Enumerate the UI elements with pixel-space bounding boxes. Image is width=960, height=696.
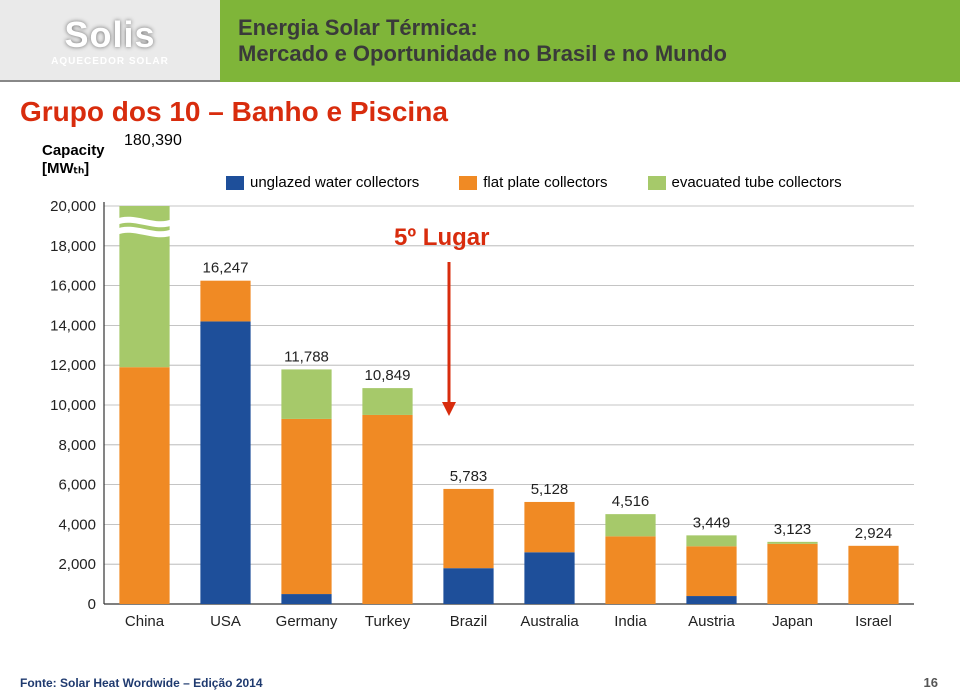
svg-text:10,849: 10,849	[365, 367, 411, 384]
chart-area: Capacity [MWₜₕ] 180,390 unglazed water c…	[44, 134, 934, 644]
svg-text:16,000: 16,000	[50, 278, 96, 295]
svg-text:5,128: 5,128	[531, 481, 569, 498]
svg-text:11,788: 11,788	[284, 348, 329, 365]
rank-annotation: 5º Lugar	[394, 224, 489, 252]
svg-text:4,516: 4,516	[612, 493, 650, 510]
svg-text:Brazil: Brazil	[450, 613, 488, 630]
svg-text:5,783: 5,783	[450, 468, 488, 485]
svg-text:0: 0	[88, 596, 96, 613]
svg-text:12,000: 12,000	[50, 357, 96, 374]
svg-text:Germany: Germany	[276, 613, 338, 630]
clipped-value-label: 180,390	[124, 132, 182, 150]
title-line-1: Energia Solar Térmica:	[238, 15, 942, 41]
svg-text:Japan: Japan	[772, 613, 813, 630]
svg-text:China: China	[125, 613, 165, 630]
svg-text:3,449: 3,449	[693, 514, 731, 531]
svg-text:Austria: Austria	[688, 613, 735, 630]
logo-box: Solis AQUECEDOR SOLAR	[0, 0, 220, 82]
svg-text:6,000: 6,000	[58, 477, 96, 494]
svg-text:8,000: 8,000	[58, 437, 96, 454]
svg-text:Turkey: Turkey	[365, 613, 411, 630]
page-number: 16	[924, 675, 938, 690]
header: Solis AQUECEDOR SOLAR Energia Solar Térm…	[0, 0, 960, 82]
logo-subtext: AQUECEDOR SOLAR	[51, 56, 169, 67]
title-box: Energia Solar Térmica: Mercado e Oportun…	[220, 0, 960, 82]
svg-text:USA: USA	[210, 613, 241, 630]
chart-svg: 0 2,000 4,000 6,000 8,000 10,000 12,000 14,000 1…	[44, 134, 934, 644]
svg-text:20,000: 20,000	[50, 198, 96, 215]
svg-text:Israel: Israel	[855, 613, 892, 630]
svg-text:10,000: 10,000	[50, 397, 96, 414]
svg-text:14,000: 14,000	[50, 317, 96, 334]
svg-text:16,247: 16,247	[203, 260, 249, 277]
svg-text:India: India	[614, 613, 647, 630]
chart-legend: unglazed water collectorsflat plate coll…	[226, 174, 842, 191]
svg-text:Australia: Australia	[520, 613, 579, 630]
logo-text: Solis	[64, 14, 155, 56]
title-line-2: Mercado e Oportunidade no Brasil e no Mu…	[238, 41, 942, 67]
y-axis-label: Capacity [MWₜₕ]	[42, 142, 105, 177]
footer-source: Fonte: Solar Heat Wordwide – Edição 2014	[20, 676, 263, 690]
svg-text:18,000: 18,000	[50, 238, 96, 255]
svg-text:3,123: 3,123	[774, 521, 812, 538]
svg-text:2,924: 2,924	[855, 525, 893, 542]
svg-text:2,000: 2,000	[58, 556, 96, 573]
section-title: Grupo dos 10 – Banho e Piscina	[20, 96, 960, 128]
svg-text:4,000: 4,000	[58, 516, 96, 533]
